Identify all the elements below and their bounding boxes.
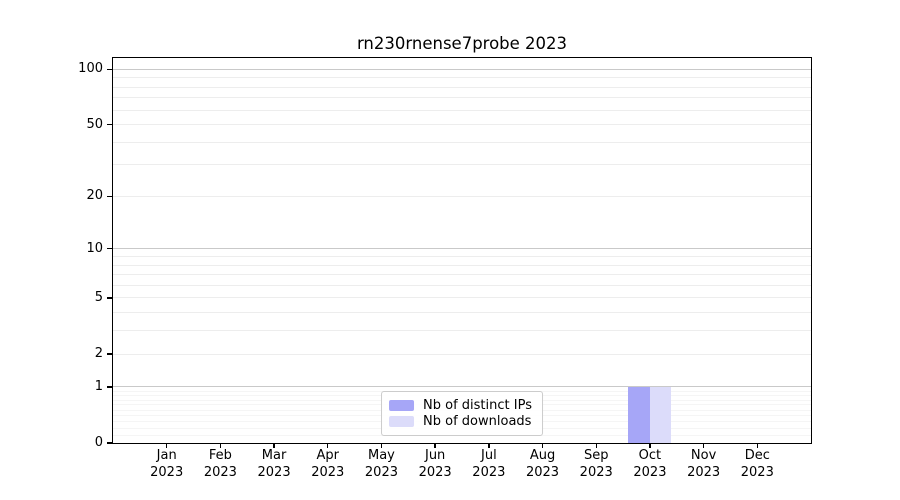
minor-gridline <box>113 109 811 111</box>
minor-gridline <box>113 256 811 257</box>
x-tick-mark <box>380 443 383 448</box>
minor-gridline <box>113 284 811 286</box>
x-tick-mark <box>488 443 490 448</box>
minor-gridline <box>113 141 811 143</box>
x-tick-label: Sep 2023 <box>579 448 613 480</box>
x-tick-mark <box>165 443 168 448</box>
minor-gridline <box>113 274 811 276</box>
x-tick-label: Nov 2023 <box>687 448 721 480</box>
minor-gridline <box>113 97 811 99</box>
x-tick-mark <box>595 443 597 448</box>
x-tick-label: Apr 2023 <box>311 448 345 480</box>
minor-gridline <box>113 124 811 126</box>
x-tick-mark <box>541 443 544 448</box>
bar-downloads <box>649 386 672 443</box>
x-tick-label: Jul 2023 <box>472 448 506 480</box>
major-gridline <box>113 386 811 388</box>
minor-gridline <box>113 330 811 332</box>
x-tick-mark <box>327 443 329 448</box>
y-tick-label: 5 <box>94 289 103 305</box>
x-tick-mark <box>273 443 275 448</box>
y-tick-mark <box>107 353 112 355</box>
x-tick-mark <box>219 443 222 448</box>
chart-title: rn230rnense7probe 2023 <box>356 34 568 53</box>
x-tick-mark <box>756 443 758 448</box>
legend-label: Nb of downloads <box>423 413 532 429</box>
plot-area <box>113 58 811 443</box>
x-tick-mark <box>702 443 705 448</box>
y-tick-mark <box>107 123 112 126</box>
x-tick-label: Jan 2023 <box>150 448 184 480</box>
y-tick-mark <box>107 442 112 444</box>
legend: Nb of distinct IPs Nb of downloads <box>381 391 543 436</box>
y-tick-label: 20 <box>86 188 103 204</box>
y-tick-label: 10 <box>86 240 103 256</box>
x-tick-label: Mar 2023 <box>257 448 291 480</box>
minor-gridline <box>113 77 811 79</box>
major-gridline <box>113 248 811 250</box>
y-tick-label: 100 <box>78 61 103 77</box>
minor-gridline <box>113 264 811 266</box>
y-tick-label: 2 <box>94 346 103 362</box>
legend-item: Nb of downloads <box>389 413 532 429</box>
minor-gridline <box>113 353 811 355</box>
x-tick-label: Oct 2023 <box>633 448 667 480</box>
x-tick-label: Dec 2023 <box>740 448 774 480</box>
minor-gridline <box>113 195 811 197</box>
y-tick-mark <box>107 297 112 299</box>
minor-gridline <box>113 86 811 88</box>
x-tick-label: Jun 2023 <box>418 448 452 480</box>
x-tick-label: May 2023 <box>364 448 398 480</box>
x-tick-label: Feb 2023 <box>203 448 237 480</box>
y-tick-label: 0 <box>94 435 103 450</box>
minor-gridline <box>113 164 811 166</box>
legend-swatch <box>389 399 415 411</box>
y-tick-mark <box>107 195 112 198</box>
y-tick-label: 50 <box>86 116 103 132</box>
legend-item: Nb of distinct IPs <box>389 397 532 413</box>
y-tick-mark <box>107 386 112 388</box>
legend-label: Nb of distinct IPs <box>423 397 532 413</box>
x-tick-label: Aug 2023 <box>525 448 560 480</box>
bar-distinct-ips <box>628 386 650 443</box>
x-tick-mark <box>649 443 651 448</box>
x-tick-mark <box>434 443 436 448</box>
major-gridline <box>113 68 811 70</box>
minor-gridline <box>113 312 811 314</box>
y-tick-mark <box>107 248 112 250</box>
legend-swatch <box>389 415 415 427</box>
y-tick-mark <box>107 68 112 70</box>
minor-gridline <box>113 297 811 299</box>
y-tick-label: 1 <box>94 378 103 394</box>
